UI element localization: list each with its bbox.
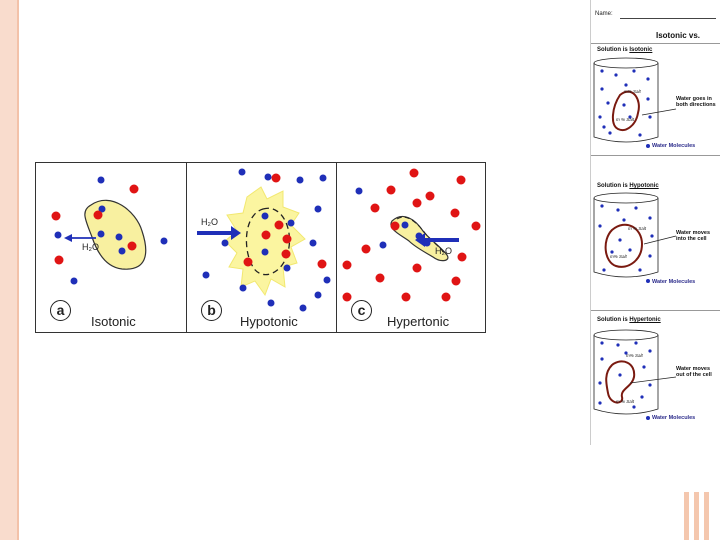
legend-label: Water Molecules [652,143,696,149]
name-line [620,18,716,19]
panel-divider [336,163,337,332]
panel-caption: Hypotonic [240,314,298,329]
worksheet-title: Isotonic vs. [656,31,701,40]
svg-text:m% Salt: m% Salt [610,254,628,259]
arrow-label: H₂O [82,242,99,252]
left-decor-line [17,0,19,540]
panel-caption: Isotonic [91,314,136,329]
worksheet-edge [590,0,591,445]
water-molecules [54,176,168,285]
bottom-right-decor [680,492,720,540]
section-note: Water moves out of the cell [676,366,712,378]
legend-label: Water Molecules [652,279,696,285]
svg-text:m % Salt: m % Salt [628,226,647,231]
section-note: Water moves into the cell [676,230,711,242]
panel-hypertonic: H₂O c Hypertonic [337,163,515,332]
section-heading: Solution is Isotonic [597,47,653,53]
swollen-cell [224,186,306,297]
panel-isotonic: H₂O a Isotonic [36,163,186,332]
cell-shape [84,199,147,270]
cell-membrane [245,207,291,276]
svg-text:m% Salt: m% Salt [624,89,642,94]
panel-letter: c [351,300,372,321]
beaker-diagram: m% Salt m % Salt [593,329,677,420]
worksheet-thumbnail: Name: Isotonic vs. Solution is Isotonic … [590,0,720,445]
section-note: Water goes in both directions [676,96,716,108]
name-label: Name: [595,11,613,17]
osmosis-figure: H₂O a Isotonic H₂O [35,162,515,333]
section-heading: Solution is Hypertonic [597,317,661,323]
water-molecules [202,168,331,312]
section-divider [590,155,720,156]
beaker-diagram: m% Salt m % Salt [593,57,677,148]
legend-label: Water Molecules [652,415,696,421]
solute-molecules [51,184,139,265]
arrow-label: H₂O [435,246,452,256]
svg-text:m% Salt: m% Salt [626,353,644,358]
hypotonic-illustration: H₂O [197,168,362,316]
beaker-diagram: m % Salt m% Salt [593,192,677,283]
panel-letter: a [50,300,71,321]
panel-letter: b [201,300,222,321]
section-heading: Solution is Hypotonic [597,183,659,189]
left-decor-stripe [0,0,17,540]
section-divider [590,310,720,311]
panel-divider [186,163,187,332]
panel-hypotonic: H₂O b Hypotonic [187,163,362,332]
panel-caption: Hypertonic [387,314,450,329]
hypertonic-illustration: H₂O [342,168,515,302]
svg-text:m % Salt: m % Salt [616,399,635,404]
section-divider [590,43,720,44]
svg-text:m % Salt: m % Salt [616,117,635,122]
isotonic-illustration: H₂O [51,176,168,285]
arrow-label: H₂O [201,217,218,227]
